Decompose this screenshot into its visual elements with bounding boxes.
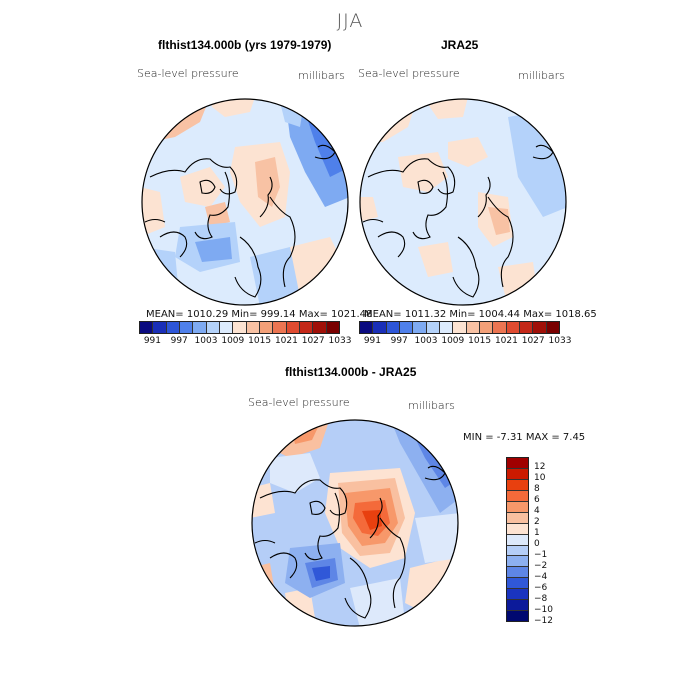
diff-colorbar-swatch [507, 512, 528, 524]
diff-colorbar [506, 457, 529, 622]
panel1-colorbar-swatch [153, 322, 167, 333]
panel2-colorbar-swatch [453, 322, 467, 333]
diff-colorbar-label: 2 [534, 517, 540, 527]
panel2-colorbar-swatch [479, 322, 494, 333]
panel2-colorbar-tick-label: 1021 [494, 336, 518, 346]
diff-colorbar-swatch [507, 534, 528, 546]
diff-colorbar-swatch [507, 479, 528, 491]
diff-colorbar-swatch [507, 589, 528, 601]
season-title: JJA [336, 10, 364, 32]
panel2-map [359, 98, 567, 306]
diff-colorbar-swatch [507, 545, 528, 557]
panel1-variable: Sea-level pressure [137, 67, 239, 80]
panel2-title: JRA25 [441, 38, 479, 52]
diff-colorbar-labels: 12 10 8 6 4 2 1 0 −1 −2 −4 −6 −8 −10 −12 [534, 457, 574, 626]
diff-colorbar-label: −1 [534, 550, 548, 560]
diff-colorbar-label: 0 [534, 539, 540, 549]
panel2-colorbar-swatch [426, 322, 440, 333]
panel2-colorbar-swatch [399, 322, 414, 333]
diff-colorbar-label: −12 [534, 616, 553, 626]
panel1-colorbar-tick-label: 997 [170, 336, 188, 346]
panel2-colorbar-tick-label: 1033 [548, 336, 572, 346]
panel1-colorbar-tick-label: 1009 [221, 336, 245, 346]
panel1-colorbar-swatch [286, 322, 300, 333]
panel1-colorbar-tick-label: 1015 [248, 336, 272, 346]
diff-colorbar-label: 10 [534, 473, 546, 483]
diff-colorbar-label: −6 [534, 583, 548, 593]
diff-colorbar-swatch [507, 611, 528, 622]
panel1-colorbar-tick-label: 1027 [301, 336, 325, 346]
panel2-variable: Sea-level pressure [358, 67, 460, 80]
panel1-colorbar-swatch [219, 322, 234, 333]
diff-colorbar-swatch [507, 567, 528, 579]
panel2-colorbar-swatch [439, 322, 454, 333]
diff-stats: MIN = -7.31 MAX = 7.45 [463, 432, 586, 443]
panel1-colorbar-swatch [299, 322, 314, 333]
diff-colorbar-label: 6 [534, 495, 540, 505]
panel2-colorbar-swatch [546, 322, 559, 333]
panel1-colorbar-ticks: 991 997 1003 1009 1015 1021 1027 1033 [139, 336, 352, 348]
panel2-colorbar-swatch [493, 322, 507, 333]
panel1-colorbar-swatch [326, 322, 339, 333]
diff-colorbar-label: −2 [534, 561, 548, 571]
diff-title: flthist134.000b - JRA25 [285, 365, 417, 379]
panel2-colorbar-swatch [386, 322, 400, 333]
panel1-colorbar-swatch [206, 322, 220, 333]
panel2-colorbar-tick-label: 1003 [414, 336, 438, 346]
diff-colorbar-label: 12 [534, 462, 546, 472]
panel1-colorbar-swatch [259, 322, 274, 333]
diff-colorbar-swatch [507, 523, 528, 535]
panel2-colorbar-tick-label: 991 [363, 336, 381, 346]
panel2-colorbar-swatch [413, 322, 427, 333]
panel1-colorbar-swatch [273, 322, 287, 333]
panel2-colorbar-swatch [466, 322, 480, 333]
panel2-colorbar-swatch [373, 322, 387, 333]
diff-colorbar-swatch [507, 501, 528, 513]
panel1-colorbar-swatch [233, 322, 247, 333]
diff-units: millibars [408, 399, 455, 412]
diff-colorbar-swatch [507, 578, 528, 590]
panel1-colorbar-swatch [313, 322, 327, 333]
diff-variable: Sea-level pressure [248, 396, 350, 409]
diff-colorbar-swatch [507, 556, 528, 568]
panel2-colorbar-tick-label: 1015 [468, 336, 492, 346]
diff-colorbar-label: −10 [534, 605, 553, 615]
panel2-colorbar-swatch [506, 322, 520, 333]
diff-colorbar-swatch [507, 458, 528, 469]
panel2-colorbar-swatch [519, 322, 534, 333]
panel1-colorbar-tick-label: 991 [143, 336, 161, 346]
panel2-stats: MEAN= 1011.32 Min= 1004.44 Max= 1018.65 [364, 309, 597, 320]
panel1-stats: MEAN= 1010.29 Min= 999.14 Max= 1021.48 [146, 309, 373, 320]
panel1-colorbar-tick-label: 1033 [328, 336, 352, 346]
panel1-colorbar-tick-label: 1003 [194, 336, 218, 346]
panel2-colorbar-tick-label: 1027 [521, 336, 545, 346]
panel2-colorbar-tick-label: 1009 [441, 336, 465, 346]
panel1-colorbar-swatch [179, 322, 194, 333]
diff-map [251, 419, 459, 627]
diff-colorbar-label: −4 [534, 572, 548, 582]
diff-colorbar-swatch [507, 600, 528, 612]
diff-colorbar-swatch [507, 490, 528, 502]
panel1-colorbar-swatch [166, 322, 180, 333]
panel1-colorbar-swatch [246, 322, 260, 333]
diff-colorbar-label: 1 [534, 528, 540, 538]
diff-colorbar-label: 4 [534, 506, 540, 516]
panel2-colorbar [359, 321, 560, 334]
diff-colorbar-swatch [507, 468, 528, 480]
panel1-colorbar-swatch [193, 322, 207, 333]
diff-colorbar-label: −8 [534, 594, 548, 604]
diff-colorbar-label: 8 [534, 484, 540, 494]
panel1-colorbar-swatch [140, 322, 154, 333]
panel2-colorbar-swatch [533, 322, 547, 333]
panel2-colorbar-tick-label: 997 [390, 336, 408, 346]
panel1-map [141, 98, 349, 306]
panel2-colorbar-swatch [360, 322, 374, 333]
panel2-units: millibars [518, 69, 565, 82]
panel1-units: millibars [298, 69, 345, 82]
panel1-colorbar [139, 321, 340, 334]
panel1-title: flthist134.000b (yrs 1979-1979) [158, 38, 332, 52]
panel2-colorbar-ticks: 991 997 1003 1009 1015 1021 1027 1033 [359, 336, 572, 348]
panel1-colorbar-tick-label: 1021 [274, 336, 298, 346]
